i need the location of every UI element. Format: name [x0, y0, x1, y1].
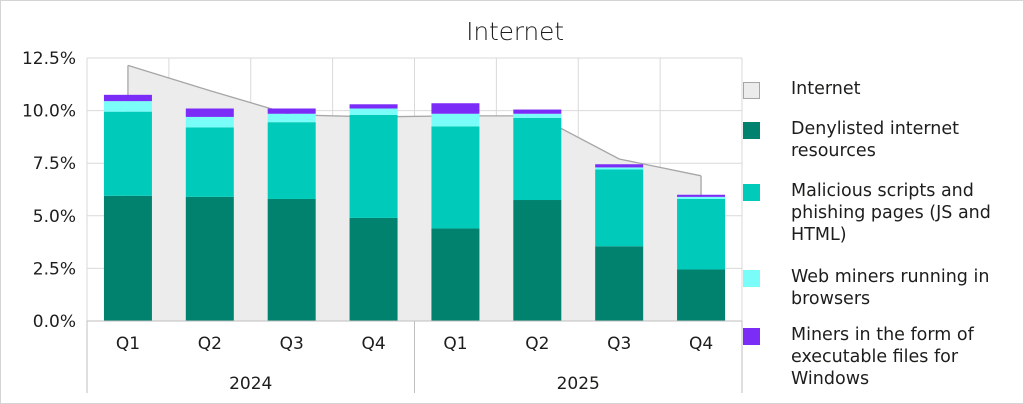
chart-plot: 0.0% 2.5% 5.0% 7.5% 10.0% 12.5% Q1 Q2 Q3 Q4 Q1 Q2 Q3… [22, 49, 743, 394]
bar-segment-series-4 [185, 108, 234, 117]
bar-segment-series-4 [103, 94, 152, 102]
bar-segment-series-4 [513, 109, 562, 114]
bar-segment-series-1 [103, 195, 152, 321]
x-tick-label: Q4 [689, 334, 713, 354]
legend-item: Denylisted internet resources [743, 118, 1023, 162]
area-internet-outline [127, 64, 702, 177]
bar-segment-series-2 [103, 111, 152, 196]
x-tick-label: Q2 [198, 334, 222, 354]
legend-swatch [743, 328, 760, 345]
legend-swatch [743, 122, 760, 139]
bar-segment-series-4 [349, 104, 398, 109]
bar-segment-series-3 [185, 116, 234, 128]
y-tick-label: 12.5% [22, 49, 76, 69]
y-tick-label: 10.0% [22, 102, 76, 122]
bar-segment-series-4 [677, 194, 726, 197]
x-group-label: 2024 [229, 374, 272, 394]
bar-segment-series-1 [513, 200, 562, 321]
bar-segment-series-1 [677, 269, 726, 321]
x-group-label: 2025 [557, 374, 600, 394]
bar-segment-series-1 [349, 217, 398, 321]
legend-item: Internet [743, 78, 1023, 100]
bar-segment-series-2 [185, 127, 234, 197]
x-tick-label: Q3 [280, 334, 304, 354]
x-tick-label: Q1 [116, 334, 140, 354]
y-tick-label: 2.5% [33, 259, 76, 279]
bar-segment-series-4 [595, 164, 644, 168]
bar-segment-series-3 [267, 113, 316, 123]
x-tick-label: Q2 [525, 334, 549, 354]
legend-item: Malicious scripts and phishing pages (JS… [743, 180, 1023, 246]
legend-label: Web miners running in browsers [791, 267, 990, 309]
y-tick-label: 0.0% [33, 312, 76, 332]
legend-swatch [743, 184, 760, 201]
bar-segment-series-1 [431, 228, 480, 321]
legend-swatch [743, 82, 760, 99]
legend-item: Miners in the form of executable files f… [743, 324, 1023, 390]
bar-segment-series-3 [431, 113, 480, 127]
bar-segment-series-2 [513, 117, 562, 201]
bar-segment-series-2 [267, 122, 316, 199]
bar-segment-series-2 [431, 126, 480, 229]
bar-segment-series-2 [677, 198, 726, 270]
bar-segment-series-3 [513, 113, 562, 118]
x-tick-label: Q1 [443, 334, 467, 354]
legend-label: Internet [791, 79, 861, 99]
legend-label: Malicious scripts and phishing pages (JS… [791, 181, 991, 245]
bar-segment-series-4 [267, 108, 316, 114]
x-tick-label: Q4 [361, 334, 385, 354]
legend-item: Web miners running in browsers [743, 266, 1023, 310]
y-tick-label: 5.0% [33, 207, 76, 227]
bar-segment-series-1 [185, 196, 234, 321]
bar-segment-series-2 [595, 169, 644, 247]
bar-segment-series-2 [349, 114, 398, 218]
chart-title: Internet [466, 17, 564, 46]
bar-segment-series-4 [431, 103, 480, 114]
bar-segment-series-3 [595, 167, 644, 170]
bar-segment-series-3 [103, 101, 152, 112]
bar-segment-series-1 [267, 198, 316, 321]
bar-segment-series-1 [595, 246, 644, 321]
x-tick-label: Q3 [607, 334, 631, 354]
legend-label: Miners in the form of executable files f… [791, 325, 974, 389]
y-tick-label: 7.5% [33, 154, 76, 174]
legend-swatch [743, 270, 760, 287]
bar-segment-series-3 [349, 108, 398, 115]
bar-segment-series-3 [677, 196, 726, 199]
legend-label: Denylisted internet resources [791, 119, 960, 161]
